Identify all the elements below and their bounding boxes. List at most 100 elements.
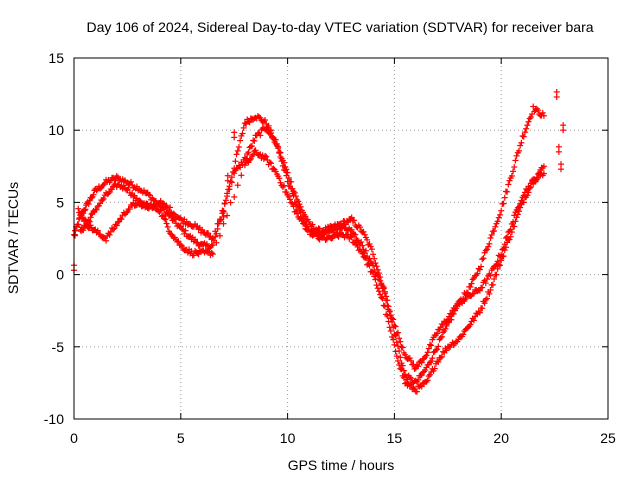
x-tick-label: 15 <box>387 430 403 446</box>
data-point <box>408 381 415 388</box>
data-point <box>521 129 528 136</box>
data-point <box>178 243 185 250</box>
data-point <box>212 228 219 235</box>
data-point <box>402 351 409 358</box>
data-point <box>399 344 406 351</box>
data-point <box>267 130 274 137</box>
y-tick-label: -5 <box>52 339 65 355</box>
data-point <box>512 157 519 164</box>
data-point <box>526 184 533 191</box>
data-point <box>175 238 182 245</box>
data-point <box>500 200 507 207</box>
data-point <box>347 233 354 240</box>
x-tick-label: 10 <box>280 430 296 446</box>
data-point <box>498 207 505 214</box>
data-point <box>380 284 387 291</box>
data-point <box>296 207 303 214</box>
data-point <box>418 359 425 366</box>
data-point <box>442 325 449 332</box>
data-point <box>227 199 234 206</box>
data-point <box>427 371 433 378</box>
data-point <box>170 210 177 217</box>
data-point <box>251 137 258 144</box>
data-point <box>434 330 441 337</box>
data-point <box>87 214 94 221</box>
y-tick-label: -10 <box>44 411 64 427</box>
data-point <box>553 88 560 95</box>
data-point <box>408 357 415 364</box>
data-point <box>82 206 89 213</box>
data-point <box>497 211 504 218</box>
data-point <box>220 220 227 227</box>
data-point <box>246 157 253 164</box>
x-axis-label: GPS time / hours <box>288 457 395 473</box>
data-point <box>209 234 216 241</box>
data-point <box>487 272 494 279</box>
data-point <box>489 281 496 288</box>
data-point <box>157 207 164 214</box>
data-point <box>470 290 477 297</box>
data-point <box>143 200 150 207</box>
data-point <box>511 212 518 219</box>
data-point <box>373 263 380 270</box>
data-point <box>371 267 378 274</box>
data-point <box>410 361 417 368</box>
data-point <box>361 231 368 238</box>
data-point <box>113 173 120 180</box>
data-point <box>534 174 541 181</box>
data-point <box>93 187 100 194</box>
data-point <box>283 172 290 179</box>
data-point <box>511 164 518 171</box>
data-point <box>516 203 522 210</box>
data-point <box>368 246 375 253</box>
data-point <box>478 263 485 270</box>
data-point <box>424 349 431 356</box>
data-point <box>367 243 374 250</box>
data-point <box>424 377 431 384</box>
data-point <box>387 327 394 334</box>
data-point <box>504 233 511 240</box>
data-point <box>510 219 517 226</box>
data-point <box>479 305 486 312</box>
data-point <box>483 295 490 302</box>
data-point <box>381 290 388 297</box>
data-point <box>220 213 227 220</box>
data-point <box>427 341 433 348</box>
data-point <box>334 232 341 239</box>
axis-ticks: 0 5 10 15 20 25 -10 -5 0 5 10 15 <box>44 50 616 446</box>
data-point <box>488 231 495 238</box>
data-point <box>423 352 430 359</box>
data-point <box>123 209 130 216</box>
data-point <box>494 258 501 265</box>
data-point <box>256 114 263 121</box>
data-point <box>379 285 386 292</box>
data-point <box>265 122 272 129</box>
data-point <box>232 158 239 165</box>
data-point <box>434 346 441 353</box>
data-point <box>272 168 279 175</box>
data-point <box>209 251 216 258</box>
data-point <box>396 335 403 342</box>
data-point <box>348 226 355 233</box>
data-point <box>440 348 447 355</box>
data-point <box>105 190 112 197</box>
data-point <box>504 188 511 195</box>
data-point <box>239 130 246 137</box>
data-point <box>379 295 386 302</box>
data-point <box>285 193 292 200</box>
data-point <box>435 343 442 350</box>
data-point <box>193 239 200 246</box>
data-point <box>224 190 231 197</box>
data-point <box>415 376 422 383</box>
data-point <box>560 127 567 134</box>
data-point <box>467 283 474 290</box>
data-point <box>133 183 140 190</box>
data-point <box>75 205 82 212</box>
data-point <box>470 317 477 324</box>
data-point <box>394 343 401 350</box>
data-point <box>125 184 132 191</box>
data-point <box>262 152 269 159</box>
data-point <box>501 241 508 248</box>
data-point <box>390 336 397 343</box>
data-point <box>231 129 238 136</box>
